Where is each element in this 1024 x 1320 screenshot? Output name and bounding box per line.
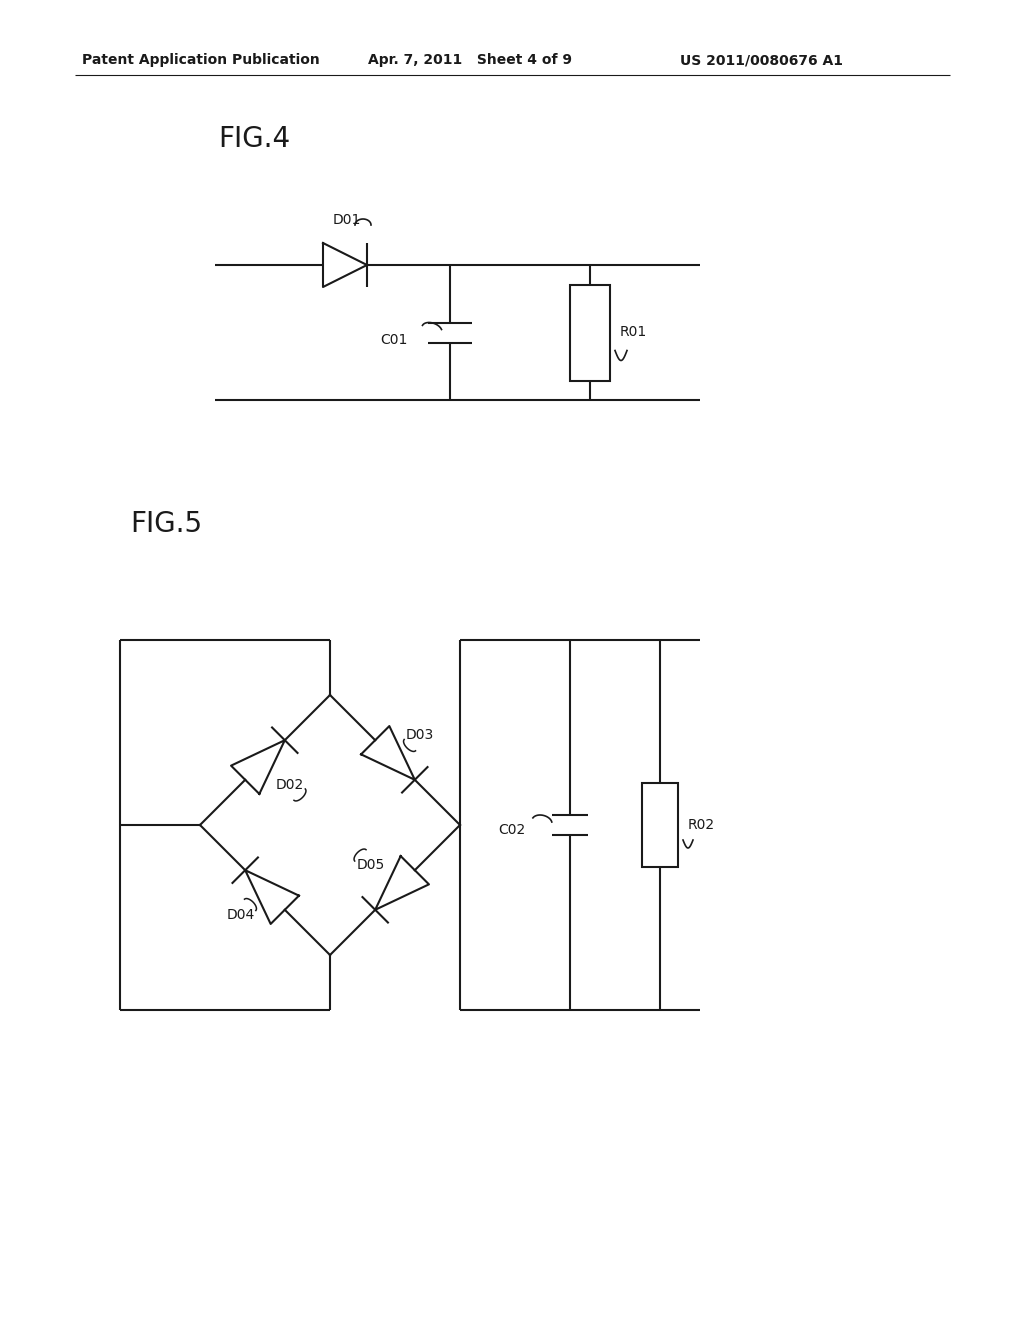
- Text: FIG.5: FIG.5: [130, 510, 202, 539]
- Text: D02: D02: [275, 777, 304, 792]
- Text: Patent Application Publication: Patent Application Publication: [82, 53, 319, 67]
- Bar: [570, 285, 610, 380]
- Text: FIG.4: FIG.4: [218, 125, 290, 153]
- Text: R01: R01: [620, 326, 647, 339]
- Text: Apr. 7, 2011   Sheet 4 of 9: Apr. 7, 2011 Sheet 4 of 9: [368, 53, 572, 67]
- Bar: [642, 783, 678, 867]
- Text: R02: R02: [688, 818, 715, 832]
- Text: C02: C02: [498, 822, 525, 837]
- Text: C01: C01: [380, 334, 408, 347]
- Text: D05: D05: [356, 858, 384, 873]
- Text: D01: D01: [333, 213, 361, 227]
- Text: D04: D04: [226, 908, 254, 921]
- Text: US 2011/0080676 A1: US 2011/0080676 A1: [680, 53, 843, 67]
- Text: D03: D03: [406, 729, 434, 742]
